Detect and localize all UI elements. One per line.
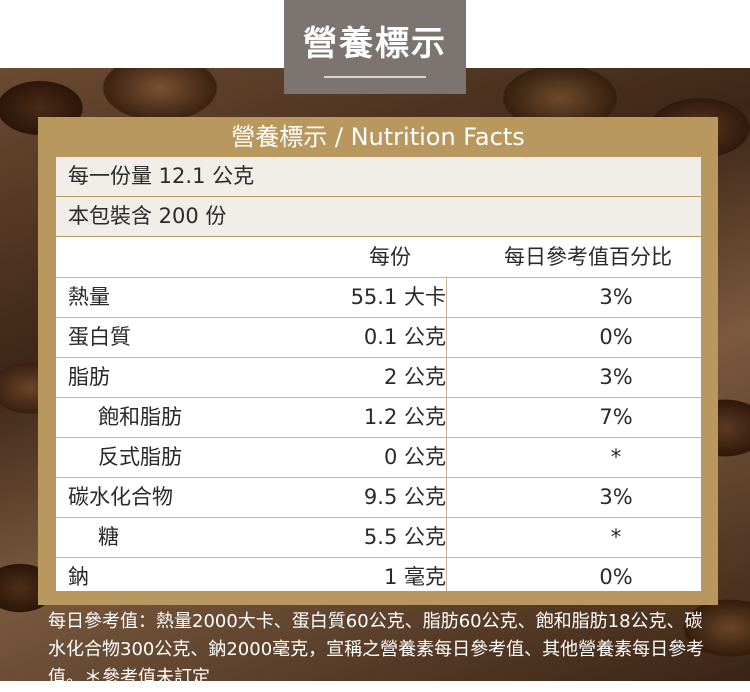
table-row: 蛋白質 0.1 公克 0%: [56, 317, 701, 357]
per-serving-value: 0 公克: [383, 445, 446, 469]
table-row: 鈉 1 毫克 0%: [56, 557, 701, 592]
servings-per-package: 本包裝含 200 份: [68, 204, 227, 228]
nutrient-name: 糖: [98, 525, 119, 549]
per-serving-value: 2 公克: [383, 365, 446, 389]
table-row: 糖 5.5 公克 *: [56, 517, 701, 557]
daily-value-percent: 3%: [599, 365, 633, 389]
daily-value-footnote: 每日參考值：熱量2000大卡、蛋白質60公克、脂肪60公克、飽和脂肪18公克、碳…: [48, 611, 705, 688]
column-divider: [446, 277, 447, 591]
nutrient-name: 反式脂肪: [98, 445, 182, 469]
daily-value-percent: 3%: [599, 285, 633, 309]
header-tab: 營養標示: [284, 0, 466, 94]
serving-size: 每一份量 12.1 公克: [68, 164, 255, 188]
nutrient-name: 脂肪: [68, 365, 110, 389]
page-title: 營養標示: [303, 24, 447, 64]
table-row: 飽和脂肪 1.2 公克 7%: [56, 397, 701, 437]
per-serving-value: 1.2 公克: [363, 405, 446, 429]
per-serving-value: 5.5 公克: [363, 525, 446, 549]
per-serving-value: 1 毫克: [383, 565, 446, 589]
table-row: 熱量 55.1 大卡 3%: [56, 277, 701, 317]
table-row: 反式脂肪 0 公克 *: [56, 437, 701, 477]
column-header-per-serving: 每份: [369, 245, 411, 269]
nutrient-name: 熱量: [68, 285, 110, 309]
table-row: 脂肪 2 公克 3%: [56, 357, 701, 397]
title-underline: [324, 76, 426, 78]
per-serving-value: 9.5 公克: [363, 485, 446, 509]
daily-value-percent: 7%: [599, 405, 633, 429]
nutrition-facts-panel: 營養標示 / Nutrition Facts 每一份量 12.1 公克 本包裝含…: [38, 117, 718, 605]
panel-title: 營養標示 / Nutrition Facts: [231, 123, 525, 151]
daily-value-percent: 0%: [599, 565, 633, 589]
column-header-row: 每份 每日參考值百分比: [56, 237, 701, 277]
nutrient-name: 鈉: [68, 565, 89, 589]
daily-value-percent: *: [610, 525, 622, 549]
table-row: 碳水化合物 9.5 公克 3%: [56, 477, 701, 517]
daily-value-percent: 0%: [599, 325, 633, 349]
daily-value-percent: *: [610, 445, 622, 469]
per-serving-value: 55.1 大卡: [350, 285, 446, 309]
nutrient-name: 飽和脂肪: [98, 405, 182, 429]
column-header-daily-value: 每日參考值百分比: [504, 245, 672, 269]
nutrition-table: 每一份量 12.1 公克 本包裝含 200 份 每份 每日參考值百分比 熱量 5…: [56, 157, 701, 591]
nutrient-name: 碳水化合物: [68, 485, 173, 509]
daily-value-percent: 3%: [599, 485, 633, 509]
per-serving-value: 0.1 公克: [363, 325, 446, 349]
serving-size-row: 每一份量 12.1 公克: [56, 157, 701, 197]
servings-per-package-row: 本包裝含 200 份: [56, 197, 701, 237]
nutrient-name: 蛋白質: [68, 325, 131, 349]
